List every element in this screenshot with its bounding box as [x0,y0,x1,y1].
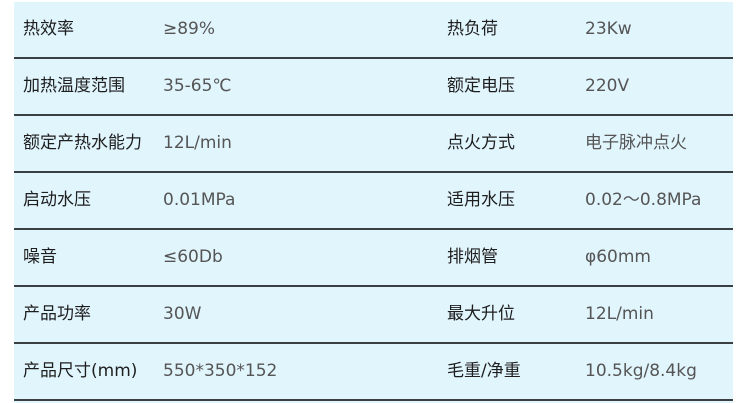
spec-label: 最大升位 [447,304,515,324]
spec-row: 加热温度范围 35-65℃ 额定电压 220V [14,59,733,116]
spec-label: 热负荷 [447,19,498,39]
spec-label: 毛重/净重 [447,361,521,381]
spec-value: 220V [585,76,630,96]
spec-value: 电子脉冲点火 [585,133,687,153]
spec-row: 噪音 ≤60Db 排烟管 φ60mm [14,230,733,287]
spec-value: 12L/min [585,304,654,324]
spec-value: 30W [163,304,202,324]
spec-label: 启动水压 [23,190,91,210]
spec-value: ≤60Db [163,247,223,267]
spec-label: 点火方式 [447,133,515,153]
spec-label: 额定电压 [447,76,515,96]
spec-value: 12L/min [163,133,232,153]
spec-row: 热效率 ≥89% 热负荷 23Kw [14,2,733,59]
spec-value: ≥89% [163,19,216,39]
spec-value: 0.02～0.8MPa [585,190,702,210]
spec-label: 产品功率 [23,304,91,324]
spec-value: 35-65℃ [163,76,232,96]
spec-label: 热效率 [23,19,74,39]
spec-row: 产品功率 30W 最大升位 12L/min [14,287,733,344]
spec-label: 额定产热水能力 [23,133,142,153]
spec-value: 10.5kg/8.4kg [585,361,697,381]
spec-label: 排烟管 [447,247,498,267]
spec-value: 0.01MPa [163,190,236,210]
spec-row: 产品尺寸(mm) 550*350*152 毛重/净重 10.5kg/8.4kg [14,344,733,401]
spec-label: 适用水压 [447,190,515,210]
spec-label: 产品尺寸(mm) [23,361,138,381]
spec-label: 噪音 [23,247,57,267]
spec-label: 加热温度范围 [23,76,125,96]
spec-table: 热效率 ≥89% 热负荷 23Kw 加热温度范围 35-65℃ 额定电压 220V 额定产热水能… [14,2,733,403]
spec-value: 550*350*152 [163,361,278,381]
spec-row: 额定产热水能力 12L/min 点火方式 电子脉冲点火 [14,116,733,173]
spec-row: 启动水压 0.01MPa 适用水压 0.02～0.8MPa [14,173,733,230]
spec-value: 23Kw [585,19,632,39]
spec-value: φ60mm [585,247,651,267]
